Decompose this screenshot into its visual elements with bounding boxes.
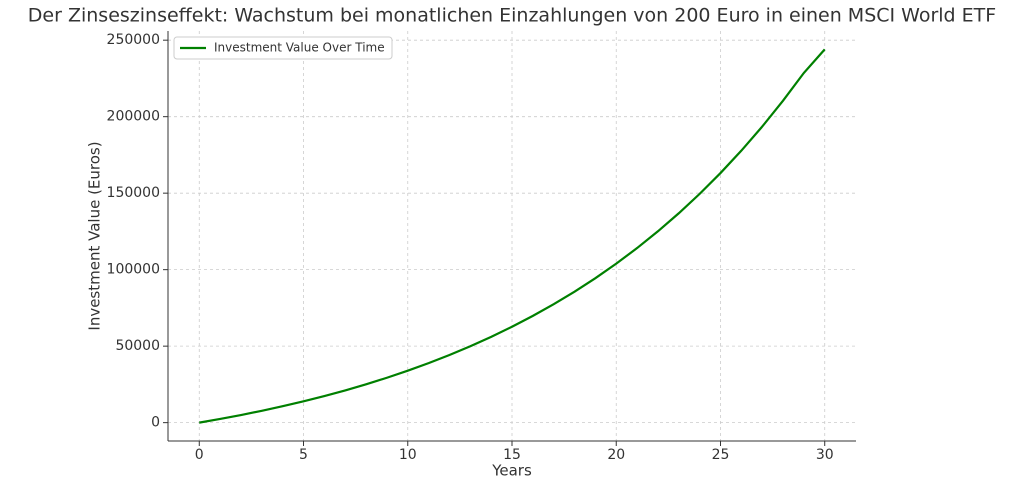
x-tick-label: 25 [712,447,730,463]
legend-box [173,36,393,60]
y-tick-label: 50000 [115,338,160,354]
x-axis-label: Years [491,462,532,480]
x-tick-label: 15 [503,447,521,463]
legend-label: Investment Value Over Time [214,41,385,55]
y-axis-label: Investment Value (Euros) [86,141,104,330]
x-tick-label: 30 [816,447,834,463]
x-tick-label: 20 [607,447,625,463]
legend: Investment Value Over Time [173,36,393,60]
y-tick-label: 100000 [107,262,160,278]
y-tick-label: 200000 [107,109,160,125]
x-tick-label: 5 [299,447,308,463]
chart-title: Der Zinseszinseffekt: Wachstum bei monat… [28,5,996,27]
y-tick-label: 150000 [107,185,160,201]
x-tick-label: 0 [195,447,204,463]
y-tick-label: 250000 [107,32,160,48]
data-line [199,48,826,424]
x-tick-label: 10 [399,447,417,463]
y-tick-label: 0 [151,415,160,431]
